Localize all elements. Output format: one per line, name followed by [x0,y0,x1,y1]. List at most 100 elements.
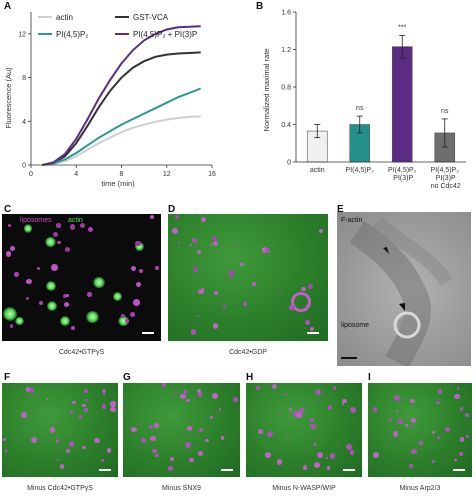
liposome-dot [185,442,191,448]
liposome-dot [52,231,58,237]
scale-bar [453,469,465,471]
liposome-dot [88,227,94,233]
micrograph-minus-nwasp [246,383,362,477]
liposome-dot [466,435,469,438]
caption-d: Cdc42•GDP [229,349,267,356]
liposome-dot [304,319,311,325]
liposome-dot [454,393,460,400]
liposome-dot [110,401,116,407]
liposome-dot [309,326,314,331]
liposome-dot [70,411,73,415]
liposome-dot [410,418,416,424]
liposome-dot [388,417,392,421]
liposome-dot [436,401,440,405]
y-tick-label: 0.4 [281,122,291,129]
liposome-dot [170,457,175,461]
micrograph-minus-arp23 [368,383,472,477]
legend-label: GST-VCA [133,13,169,22]
bar [391,46,413,163]
liposome-dot [125,319,129,323]
liposome-dot [319,228,324,233]
category-label: PI(4,5)P₂ PI(3)P no Cdc42 [429,167,461,190]
liposome-dot [397,419,404,425]
liposome-dot [258,428,264,434]
liposome-dot [155,266,159,270]
liposome-dot [459,407,464,411]
liposome-dot [310,418,315,423]
x-axis-label: time (min) [101,179,135,188]
liposome-dot [198,288,204,295]
liposome-dot [394,395,400,402]
liposome-dot [255,386,260,391]
liposome-dot [296,412,302,419]
liposome-dot [94,438,100,444]
liposome-dot [188,457,194,463]
liposome-dot [135,242,144,252]
liposome-dot [196,314,199,317]
y-tick-label: 12 [18,31,26,38]
legend-label: actin [56,13,73,22]
liposome-dot [63,294,67,299]
liposome-dot [329,453,336,459]
series-line [42,51,201,166]
panel-label-h: H [246,372,254,383]
legend-actin: actin [68,217,83,224]
panel-label-e: E [337,204,344,215]
liposome-dot [56,458,59,462]
liposome-dot [191,237,197,243]
liposome-dot [197,392,203,397]
liposome-dot [110,406,116,413]
liposome-dot [172,228,178,234]
liposome-dot [7,223,12,228]
liposome-dot [49,427,56,433]
liposome-dot [214,291,219,296]
line-chart-fluorescence: 0 4 8 12 16 0 4 8 12 actin GST-VCA PI(4,5)P₂ PI(4,5… [4,12,216,188]
liposome-dot [222,305,227,310]
liposome-dot [313,443,317,446]
category-label: PI(4,5)P₂ [346,167,375,174]
liposome-dot [66,448,71,454]
liposome-dot [392,430,399,437]
liposome-dot [300,286,306,292]
liposome-dot [82,445,86,449]
liposome-dot [350,450,355,455]
liposome-dot [345,443,352,450]
liposome-dot [350,407,356,413]
scale-bar [343,469,355,471]
liposome-dot [133,299,140,307]
liposome-dot [150,214,155,219]
liposome-dot [261,247,268,254]
liposome-dot [59,315,70,326]
liposome-dot [80,223,85,228]
scale-bar [142,332,154,334]
liposome-dot [251,282,256,287]
caption-i: Minus Arp2/3 [399,485,441,492]
liposome-dot [307,283,314,290]
liposome-dot [86,292,92,297]
liposome-dot [46,300,58,312]
significance-label: *** [398,24,406,31]
legend-label: PI(4,5)P₂ [56,30,88,39]
scale-bar [341,357,357,359]
liposome-dot [180,393,186,400]
liposome-dot [293,411,299,417]
liposome-dot [289,408,293,412]
liposome-dot [25,386,31,392]
legend-label: PI(4,5)P₂ + PI(3)P [133,30,197,39]
liposome-dot [212,323,219,329]
liposome-dot [45,397,49,401]
liposome-dot [66,294,70,298]
liposome-dot [2,437,6,441]
liposome-dot [302,465,308,470]
liposome-dot [409,424,413,427]
panel-label-g: G [123,372,131,383]
liposome-dot [150,435,156,442]
liposome-dot [13,271,20,278]
liposome-dot [57,241,61,245]
liposome-dot [177,241,181,245]
x-tick-label: 0 [29,171,33,178]
liposome-dot [209,244,212,247]
liposome-dot [286,436,290,440]
y-tick-label: 0.8 [281,85,291,92]
liposome-dot [314,389,321,396]
